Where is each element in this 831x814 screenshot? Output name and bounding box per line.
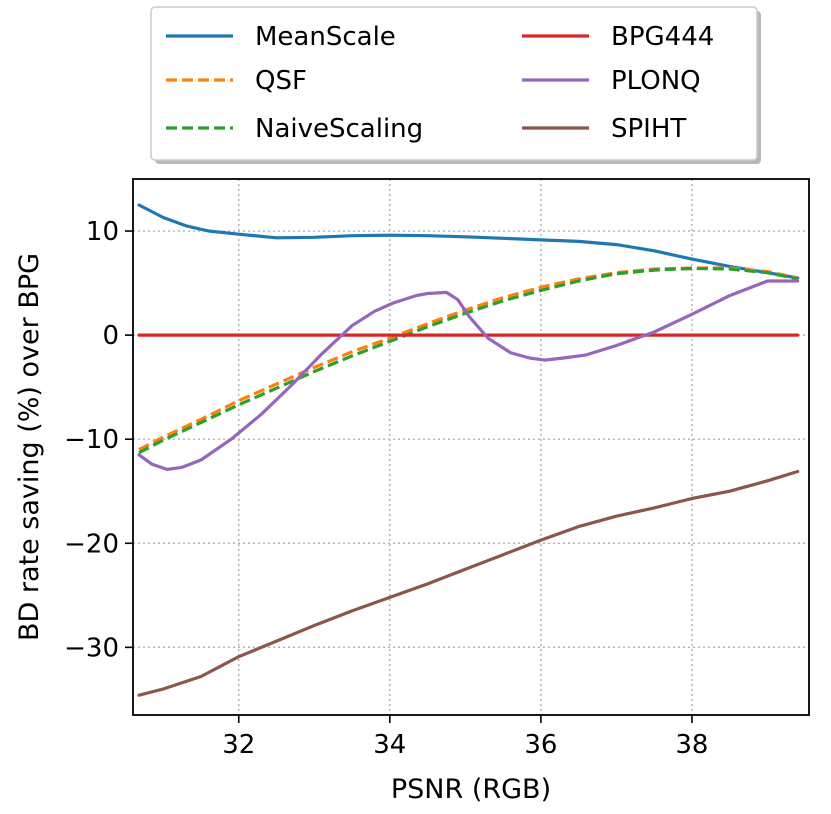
series-line-plonq	[137, 279, 800, 471]
series-lines	[137, 203, 800, 697]
legend-label-spiht: SPIHT	[611, 114, 686, 144]
legend-label-meanscale: MeanScale	[255, 22, 396, 52]
y-tick-label: 0	[102, 321, 119, 351]
series-line-meanscale	[137, 203, 800, 280]
legend-label-plonq: PLONQ	[611, 66, 701, 96]
x-tick-label: 34	[373, 730, 406, 760]
legend-label-qsf: QSF	[255, 66, 307, 96]
legend: MeanScale QSF NaiveScaling BPG444 PLONQ SPIHT	[150, 6, 761, 164]
y-tick-label: 10	[86, 217, 119, 247]
legend-label-bpg444: BPG444	[611, 22, 714, 52]
y-tick-label: −10	[64, 425, 119, 455]
series-line-qsf	[138, 266, 799, 452]
series-line-naivescaling	[138, 266, 799, 455]
y-tick-label: −30	[64, 633, 119, 663]
axis-ticks: 32 34 36 38 −30 −20 −10 0 10	[64, 217, 708, 760]
legend-label-naivescaling: NaiveScaling	[255, 114, 423, 144]
legend-box	[150, 6, 758, 161]
x-tick-label: 38	[675, 730, 708, 760]
grid	[133, 179, 809, 715]
x-tick-label: 36	[524, 730, 557, 760]
series-line-spiht	[137, 469, 800, 697]
y-tick-label: −20	[64, 529, 119, 559]
x-tick-label: 32	[222, 730, 255, 760]
y-axis-title: BD rate saving (%) over BPG	[14, 253, 45, 641]
x-axis-title: PSNR (RGB)	[391, 774, 551, 805]
plot-frame	[132, 178, 810, 716]
